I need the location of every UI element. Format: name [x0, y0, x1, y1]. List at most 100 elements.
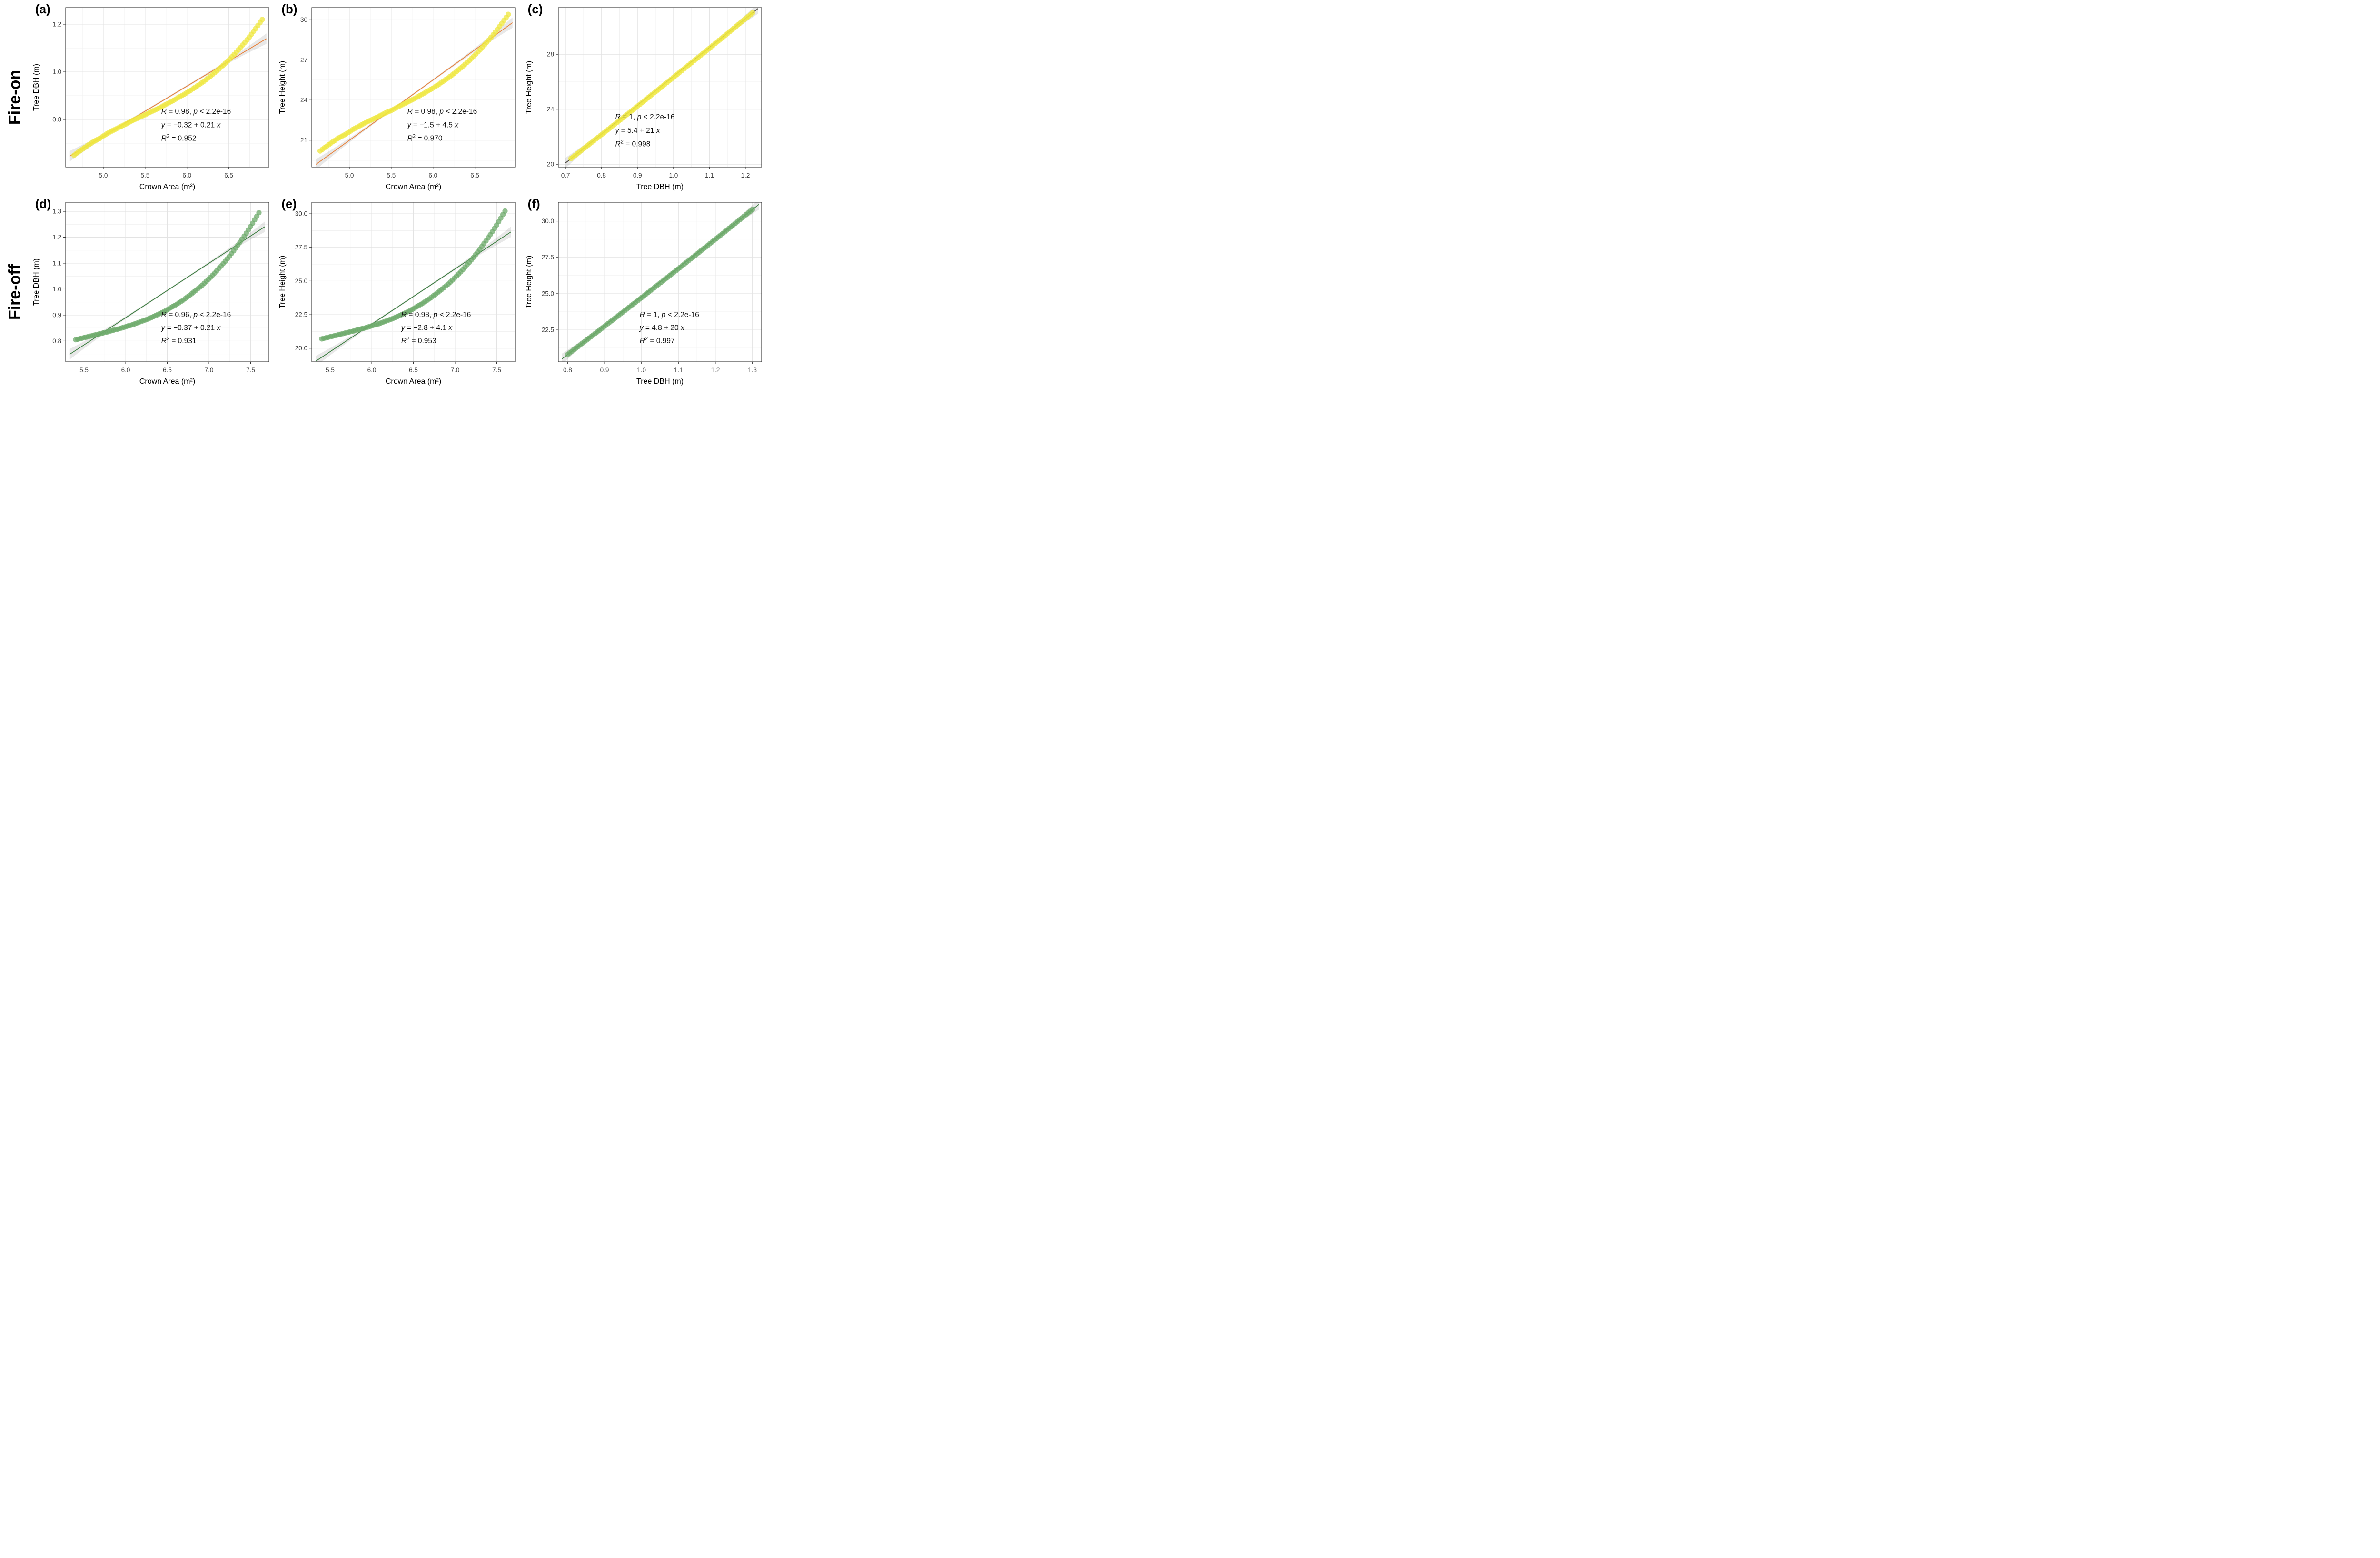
regression-line — [316, 22, 513, 165]
scatter-plot-c: 0.7 0.8 0.9 1.0 1.1 1.2 20 24 28 Tree DBH (m) Tree… — [525, 7, 762, 191]
x-tick-label: 0.8 — [563, 367, 572, 374]
x-tick-label: 1.0 — [637, 367, 646, 374]
y-axis-title: Tree Height (m) — [278, 61, 287, 114]
y-tick-label: 20 — [547, 161, 554, 168]
panel-tag-b: (b) — [281, 2, 298, 16]
x-tick-label: 0.9 — [633, 172, 642, 179]
annotation-line: R = 0.98, p < 2.2e-16 — [401, 311, 471, 319]
x-tick-label: 1.1 — [674, 367, 683, 374]
x-tick-label: 0.8 — [597, 172, 606, 179]
data-point — [506, 11, 511, 17]
y-tick-label: 25.0 — [541, 290, 554, 297]
x-axis-title: Crown Area (m²) — [139, 377, 195, 386]
x-tick-label: 5.5 — [79, 367, 89, 374]
plot-area — [312, 202, 516, 362]
y-tick-label: 30 — [300, 16, 307, 23]
x-axis-title: Crown Area (m²) — [386, 183, 441, 191]
x-tick-label: 6.5 — [163, 367, 172, 374]
y-tick-label: 28 — [547, 51, 554, 58]
panel-border — [65, 7, 269, 168]
panel-d: (d) 5.5 6.0 6.5 7.0 7.5 0.8 0.9 1.0 1.1 1.2 1.3 Cro… — [30, 195, 277, 389]
data-point — [259, 17, 265, 22]
row-label-fire-off-text: Fire-off — [6, 264, 24, 320]
x-tick-label: 1.2 — [711, 367, 720, 374]
y-tick-label: 24 — [547, 106, 555, 113]
x-tick-label: 5.5 — [326, 367, 335, 374]
y-tick-label: 27.5 — [541, 254, 554, 261]
annotation-line: R = 0.96, p < 2.2e-16 — [161, 311, 231, 319]
annotation-line: y = −0.32 + 0.21 x — [161, 121, 221, 129]
scatter-plot-f: 0.8 0.9 1.0 1.1 1.2 1.3 22.5 25.0 27.5 30.0 Tree D… — [525, 202, 762, 386]
y-axis-title: Tree DBH (m) — [32, 64, 40, 111]
y-tick-label: 27 — [300, 56, 307, 63]
y-tick-label: 24 — [300, 97, 308, 104]
row-label-fire-off: Fire-off — [0, 195, 30, 389]
x-axis-title: Tree DBH (m) — [636, 183, 684, 191]
x-tick-label: 1.0 — [669, 172, 678, 179]
data-point — [502, 208, 508, 214]
x-tick-label: 6.5 — [409, 367, 418, 374]
annotation-line: R2 = 0.970 — [407, 134, 443, 143]
scatter-plot-d: 5.5 6.0 6.5 7.0 7.5 0.8 0.9 1.0 1.1 1.2 1.3 Crown A… — [32, 202, 269, 386]
panel-tag-d: (d) — [35, 197, 51, 211]
y-tick-label: 1.2 — [52, 21, 61, 28]
x-tick-label: 6.0 — [182, 172, 191, 179]
panel-tag-e: (e) — [281, 197, 297, 211]
row-label-fire-on: Fire-on — [0, 0, 30, 195]
x-tick-label: 0.7 — [561, 172, 570, 179]
y-tick-label: 21 — [300, 137, 307, 144]
y-tick-label: 30.0 — [295, 210, 307, 218]
x-tick-label: 6.5 — [471, 172, 480, 179]
confidence-band — [316, 17, 513, 167]
y-tick-label: 22.5 — [295, 311, 307, 318]
x-tick-label: 5.5 — [387, 172, 396, 179]
x-tick-label: 1.3 — [748, 367, 757, 374]
x-tick-label: 7.0 — [451, 367, 460, 374]
x-tick-label: 7.5 — [246, 367, 255, 374]
y-tick-label: 0.9 — [52, 311, 61, 318]
y-tick-label: 27.5 — [295, 244, 307, 251]
panel-tag-a: (a) — [35, 2, 50, 16]
y-axis-title: Tree DBH (m) — [32, 258, 40, 306]
annotation-line: R = 0.98, p < 2.2e-16 — [161, 108, 231, 116]
annotation-line: R2 = 0.998 — [615, 139, 650, 148]
panel-e: (e) 5.5 6.0 6.5 7.0 7.5 20.0 22.5 25.0 27.5 30.0 C… — [277, 195, 523, 389]
y-tick-label: 30.0 — [541, 218, 554, 225]
panel-a: (a) 5.0 5.5 6.0 6.5 0.8 1.0 1.2 Crown Area (m²)… — [30, 0, 277, 195]
x-axis-title: Crown Area (m²) — [139, 183, 195, 191]
panel-border — [311, 7, 516, 168]
y-tick-label: 1.0 — [52, 69, 61, 76]
plot-area — [558, 202, 762, 362]
panel-f: (f) 0.8 0.9 1.0 1.1 1.2 1.3 22.5 25.0 27.5 30.0 Tr… — [523, 195, 769, 389]
y-tick-label: 1.3 — [52, 208, 61, 215]
annotation-line: R2 = 0.953 — [401, 336, 436, 345]
y-axis-title: Tree Height (m) — [525, 61, 533, 114]
y-tick-label: 25.0 — [295, 278, 307, 285]
x-tick-label: 5.5 — [141, 172, 150, 179]
panel-border — [558, 7, 762, 168]
plot-area — [558, 8, 762, 167]
x-tick-label: 1.2 — [741, 172, 750, 179]
x-tick-label: 6.0 — [367, 367, 377, 374]
annotation-line: y = −0.37 + 0.21 x — [161, 324, 221, 332]
scatter-plot-a: 5.0 5.5 6.0 6.5 0.8 1.0 1.2 Crown Area (m²) Tree… — [32, 7, 269, 191]
y-tick-label: 1.2 — [52, 234, 61, 241]
scatter-plot-b: 5.0 5.5 6.0 6.5 21 24 27 30 Crown Area (m²) Tree … — [278, 7, 516, 191]
y-axis-title: Tree Height (m) — [525, 256, 533, 308]
row-label-fire-on-text: Fire-on — [6, 69, 24, 125]
y-tick-label: 20.0 — [295, 345, 307, 352]
x-tick-label: 6.0 — [429, 172, 438, 179]
x-tick-label: 5.0 — [99, 172, 108, 179]
annotation-line: y = 4.8 + 20 x — [639, 324, 684, 332]
data-point — [749, 207, 755, 212]
annotation-line: R = 1, p < 2.2e-16 — [615, 113, 674, 121]
x-tick-label: 7.0 — [205, 367, 214, 374]
panel-tag-c: (c) — [527, 2, 543, 16]
plot-area — [66, 202, 269, 362]
x-tick-label: 6.5 — [224, 172, 233, 179]
y-tick-label: 1.1 — [52, 260, 61, 267]
annotation-line: R = 1, p < 2.2e-16 — [639, 311, 699, 319]
annotation-line: R2 = 0.931 — [161, 336, 197, 345]
plot-area — [66, 8, 269, 167]
panel-border — [558, 202, 762, 362]
